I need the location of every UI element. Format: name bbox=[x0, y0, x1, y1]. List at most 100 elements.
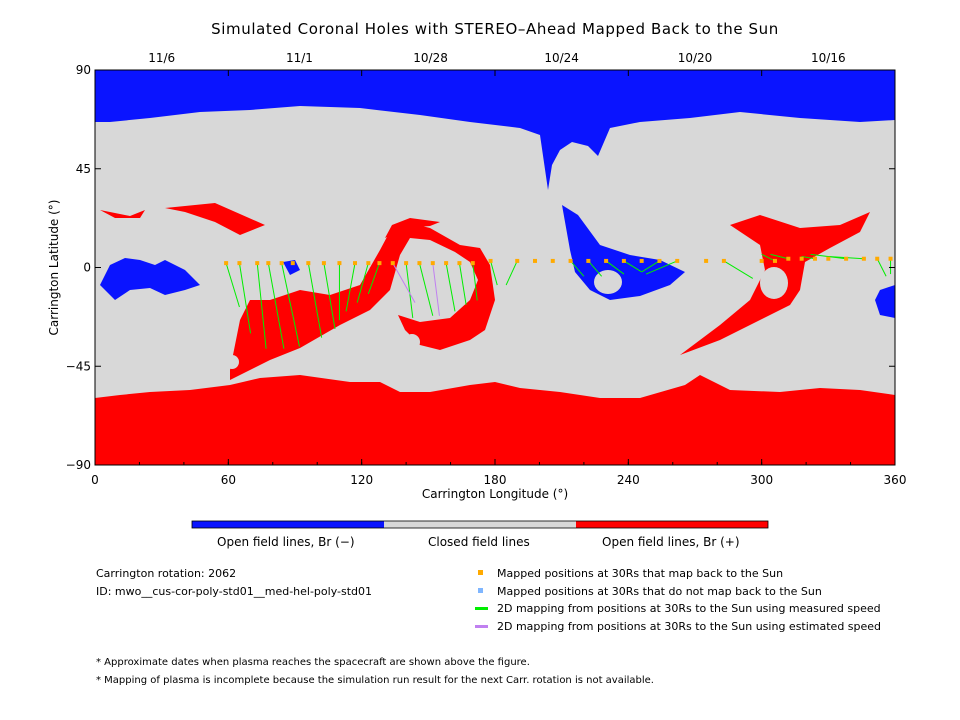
negative-hole-mid bbox=[283, 260, 300, 275]
y-tick-label: −45 bbox=[66, 359, 91, 373]
mapping-line-estimated bbox=[392, 262, 416, 303]
mapped-point bbox=[390, 261, 395, 266]
mapping-line-measured bbox=[490, 260, 498, 286]
mapped-points bbox=[224, 256, 893, 266]
mapped-point bbox=[604, 258, 609, 263]
chart-title: Simulated Coronal Holes with STEREO–Ahea… bbox=[211, 20, 779, 38]
x-tick-label: 360 bbox=[884, 473, 907, 487]
positive-streak-left bbox=[165, 203, 265, 235]
legend-label-measured: 2D mapping from positions at 30Rs to the… bbox=[497, 602, 881, 615]
mapping-line-measured bbox=[641, 260, 660, 273]
negative-hole-center bbox=[562, 205, 685, 300]
mapped-point bbox=[306, 261, 311, 266]
mapped-point bbox=[550, 258, 555, 263]
mapping-line-measured bbox=[623, 260, 642, 273]
mapping-line-measured bbox=[723, 260, 754, 279]
mapping-line-measured bbox=[645, 260, 678, 275]
legend-swatch-estimated bbox=[475, 625, 488, 628]
date-label: 10/20 bbox=[678, 51, 713, 65]
x-tick-label: 300 bbox=[750, 473, 773, 487]
mapped-point bbox=[353, 261, 357, 266]
mapped-point bbox=[721, 258, 726, 263]
mapping-line-measured bbox=[356, 262, 369, 303]
x-tick-label: 180 bbox=[484, 473, 507, 487]
mapped-point bbox=[404, 261, 409, 266]
mapping-line-measured bbox=[505, 260, 518, 286]
colorbar-label-negative: Open field lines, Br (−) bbox=[217, 535, 355, 549]
mapped-point bbox=[799, 256, 804, 261]
colorbar-frame bbox=[191, 520, 769, 529]
mapped-point bbox=[759, 258, 764, 263]
mapped-point bbox=[266, 261, 271, 266]
colorbar bbox=[191, 520, 769, 529]
closed-island-c bbox=[225, 355, 239, 369]
colorbar-closed bbox=[384, 521, 576, 528]
mapped-point bbox=[366, 261, 371, 266]
mapping-lines bbox=[225, 253, 892, 349]
colorbar-positive bbox=[576, 521, 768, 528]
north-polar-hole bbox=[95, 70, 895, 190]
mapping-line-measured bbox=[345, 263, 356, 312]
mapping-line-measured bbox=[761, 253, 776, 262]
mapping-line-measured bbox=[418, 262, 434, 316]
mapped-point bbox=[861, 256, 866, 261]
mapping-line-measured bbox=[267, 263, 285, 349]
mapped-point bbox=[675, 258, 680, 263]
mapped-point bbox=[773, 258, 777, 263]
legend-label-estimated: 2D mapping from positions at 30Rs to the… bbox=[497, 620, 882, 633]
mapped-point bbox=[457, 261, 462, 266]
mapped-point bbox=[844, 256, 849, 261]
mapping-line-measured bbox=[570, 260, 585, 277]
mapping-line-measured bbox=[472, 263, 478, 301]
y-tick-label: 0 bbox=[83, 261, 91, 275]
south-polar-hole bbox=[95, 375, 895, 465]
mapped-point bbox=[639, 258, 644, 263]
positive-wisp-left bbox=[100, 210, 145, 218]
mapping-line-measured bbox=[281, 263, 300, 347]
mapped-point bbox=[657, 258, 662, 263]
mapping-line-measured bbox=[876, 258, 887, 277]
negative-hole-right bbox=[875, 285, 895, 318]
mapping-line-measured bbox=[605, 260, 625, 275]
mapping-line-measured bbox=[405, 263, 414, 319]
mapping-line-measured bbox=[770, 253, 789, 260]
mapping-line-measured bbox=[801, 256, 816, 260]
x-tick-label: 120 bbox=[350, 473, 373, 487]
legend-label-not-mapped: Mapped positions at 30Rs that do not map… bbox=[497, 585, 822, 598]
mapped-point bbox=[533, 258, 537, 263]
mapped-point bbox=[875, 256, 880, 261]
colorbar-negative bbox=[192, 521, 384, 528]
mapped-point bbox=[337, 261, 342, 266]
mapped-point bbox=[621, 258, 626, 263]
mapped-point bbox=[488, 258, 493, 263]
mapping-line-measured bbox=[256, 263, 267, 349]
mapping-line-estimated bbox=[432, 263, 440, 316]
mapped-point bbox=[586, 258, 591, 263]
mapped-point bbox=[568, 258, 573, 263]
mapping-line-measured bbox=[323, 263, 336, 330]
mapped-point bbox=[515, 258, 520, 263]
mapping-line-measured bbox=[367, 262, 380, 295]
legend-swatch-not-mapped bbox=[478, 588, 483, 593]
mapped-point bbox=[377, 261, 382, 266]
mapped-point bbox=[888, 256, 893, 261]
mapped-point bbox=[786, 256, 791, 261]
mapping-line-measured bbox=[587, 260, 603, 277]
mapped-point bbox=[224, 261, 229, 266]
run-id: ID: mwo__cus-cor-poly-std01__med-hel-pol… bbox=[96, 585, 372, 598]
colorbar-label-positive: Open field lines, Br (+) bbox=[602, 535, 740, 549]
carrington-rotation: Carrington rotation: 2062 bbox=[96, 567, 237, 580]
date-label: 11/6 bbox=[148, 51, 175, 65]
mapping-line-measured bbox=[225, 262, 240, 308]
closed-island-d bbox=[760, 267, 788, 299]
y-tick-label: 45 bbox=[76, 162, 91, 176]
legend-label-mapped: Mapped positions at 30Rs that map back t… bbox=[497, 567, 784, 580]
mapped-point bbox=[430, 261, 435, 266]
date-label: 10/16 bbox=[811, 51, 846, 65]
positive-lobe-central bbox=[230, 222, 495, 380]
date-label: 10/24 bbox=[544, 51, 579, 65]
legend-swatch-mapped bbox=[478, 570, 483, 575]
mapping-line-measured bbox=[238, 263, 252, 334]
mapped-point bbox=[704, 258, 709, 263]
positive-arc bbox=[385, 218, 440, 238]
